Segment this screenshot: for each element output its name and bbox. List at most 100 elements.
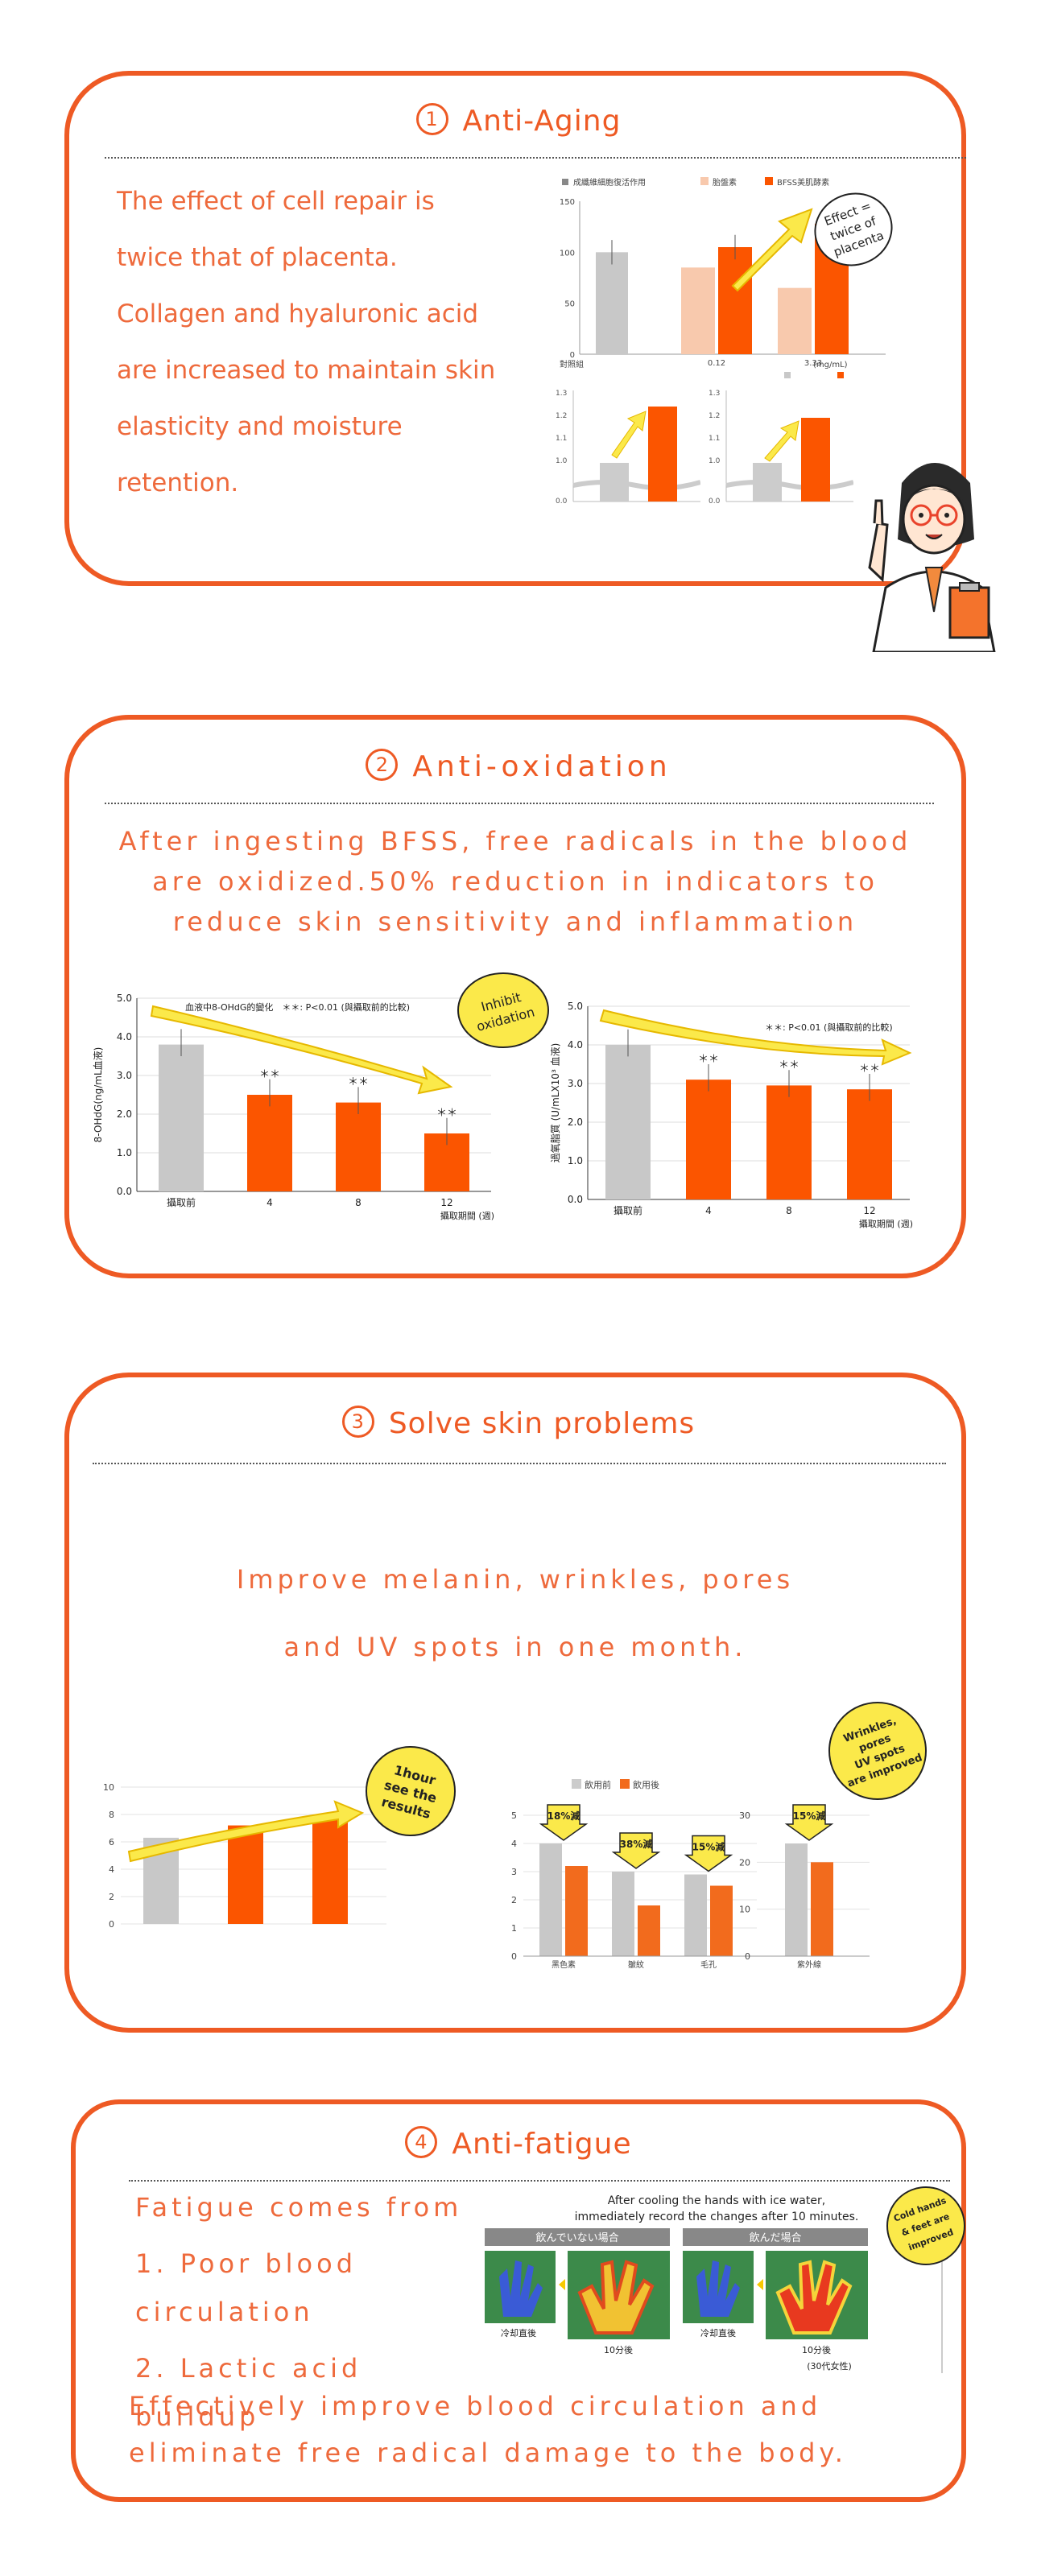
yellow-arrow (731, 208, 813, 292)
reduction-badge (684, 1835, 733, 1872)
text-line: twice that of placenta. (117, 243, 398, 272)
text-line: Effectively improve blood circulation an… (129, 2391, 822, 2421)
y-tick-label: 0.0 (117, 1186, 132, 1197)
y-tick-label: 10 (739, 1905, 750, 1915)
reduction-badge (539, 1804, 589, 1841)
anti-aging-text: The effect of cell repair is twice that … (117, 173, 535, 511)
after-label: 10分後 (604, 2344, 633, 2355)
x-tick-label: 毛孔 (700, 1960, 717, 1970)
bar (312, 1819, 348, 1924)
bar (596, 252, 628, 354)
y-tick-label: 30 (739, 1810, 750, 1821)
y-tick-label: 3.0 (117, 1070, 132, 1081)
y-tick-label: 2 (511, 1895, 517, 1905)
text-line: eliminate free radical damage to the bod… (129, 2438, 847, 2468)
inhibit-callout: Inhibit oxidation (457, 972, 549, 1048)
yellow-arrow (764, 420, 799, 462)
significance-mark: ＊＊ (859, 1063, 880, 1075)
x-tick-label: 紫外線 (797, 1959, 821, 1970)
one-hour-chart: 0 2 4 6 8 10 (103, 1782, 386, 1930)
bar (801, 418, 830, 502)
bar (612, 1872, 634, 1956)
x-tick-label: 8 (355, 1197, 362, 1208)
skin-improvement-chart: 飲用前 飲用後 0 1 2 3 4 5 黑色素 18%減皺紋 38%減毛孔 15%減 (511, 1779, 757, 1970)
text-line: and UV spots in one month. (283, 1632, 747, 1662)
svg-text:0.0: 0.0 (709, 497, 721, 506)
sub-label: (30代女性) (807, 2360, 852, 2372)
reduction-badge (611, 1832, 661, 1869)
section-title-anti-fatigue: 4 Anti-fatigue (0, 2126, 1037, 2161)
svg-text:1.1: 1.1 (709, 435, 720, 443)
svg-text:0.0: 0.0 (556, 497, 568, 506)
svg-text:1.3: 1.3 (556, 390, 567, 398)
anti-oxidation-text: After ingesting BFSS, free radicals in t… (72, 821, 958, 942)
y-tick-label: 2 (109, 1892, 114, 1902)
bar (336, 1102, 381, 1191)
panel-header-left: 飲んでいない場合 (535, 2231, 618, 2244)
x-tick-label: 3.33 (804, 359, 822, 368)
text-line: 2. Lactic acid buildup (135, 2353, 362, 2432)
text-line: Fatigue comes from (135, 2192, 463, 2223)
panel-header (485, 2228, 670, 2246)
yellow-arrow (599, 1009, 912, 1066)
y-tick-label: 10 (103, 1782, 114, 1793)
y-tick-label: 4 (511, 1839, 517, 1849)
svg-text:1.3: 1.3 (709, 390, 720, 398)
legend-before: 飲用前 (585, 1779, 611, 1790)
y-tick-label: 0 (745, 1951, 750, 1962)
reduction-label: 15%減 (793, 1810, 826, 1822)
y-tick-label: 5.0 (117, 993, 132, 1004)
divider (105, 157, 966, 159)
bar (565, 1866, 588, 1956)
x-tick-label: 4 (705, 1205, 712, 1216)
section-title-skin-problems: 3 Solve skin problems (0, 1406, 1037, 1441)
text-line: reduce skin sensitivity and inflammation (172, 906, 858, 937)
bar (681, 267, 715, 354)
yellow-arrow (127, 1800, 365, 1863)
title-text: Anti-oxidation (412, 750, 671, 783)
x-tick-label: 0.12 (708, 359, 725, 368)
callout-bubble (814, 192, 893, 266)
bar (638, 1905, 660, 1956)
y-tick-label: 3.0 (568, 1078, 583, 1089)
bar (847, 1089, 892, 1199)
legend-marker (562, 179, 568, 185)
significance-mark: ＊＊ (436, 1107, 457, 1119)
legend-swatch-placenta (700, 177, 709, 185)
title-text: Anti-fatigue (452, 2128, 632, 2161)
significance-mark: ＊＊ (779, 1059, 799, 1071)
title-text: Solve skin problems (388, 1407, 696, 1440)
anti-fatigue-footer: Effectively improve blood circulation an… (129, 2383, 966, 2476)
y-tick-label: 1 (511, 1923, 517, 1934)
bar (811, 1862, 833, 1956)
legend-swatch-before (572, 1779, 581, 1789)
sub-chart-right: 1.3 1.2 1.1 1.0 0.0 (709, 390, 853, 506)
bar (228, 1825, 263, 1924)
bar (605, 1045, 651, 1199)
text-line: After ingesting BFSS, free radicals in t… (118, 826, 912, 857)
y-tick-label: 5 (511, 1810, 517, 1821)
panel-header (683, 2228, 868, 2246)
number-badge: 2 (366, 749, 399, 781)
bar (539, 1843, 562, 1956)
divider (129, 2180, 950, 2182)
chart-note: 血液中8-OHdG的變化 ＊＊: P<0.01 (與攝取前的比較) (185, 1001, 410, 1013)
y-tick-label: 1.0 (117, 1147, 132, 1158)
x-tick-label: 攝取前 (614, 1204, 642, 1216)
8ohdg-chart: 0.0 1.0 2.0 3.0 4.0 5.0 攝取前 4 ＊＊ 8 ＊＊ 12 ＊＊ 攝取期間 (週) 8… (92, 993, 494, 1221)
y-tick-label: 4.0 (117, 1031, 132, 1042)
text-line: The effect of cell repair is (117, 187, 435, 216)
section-title-anti-oxidation: 2 Anti-oxidation (0, 749, 1037, 784)
after-label: 10分後 (802, 2344, 831, 2355)
scientist-illustration (868, 463, 996, 652)
y-tick-label: 8 (109, 1810, 114, 1820)
divider (105, 803, 934, 804)
y-tick-label: 0 (511, 1951, 517, 1962)
legend-swatch-after (620, 1779, 630, 1789)
skin-problems-text: Improve melanin, wrinkles, pores and UV … (72, 1546, 958, 1681)
y-axis-label: 8-OHdG(ng/mL血液) (92, 1047, 104, 1143)
effect-callout: Effect = twice of placenta (731, 192, 893, 292)
panel-header-right: 飲んだ場合 (749, 2231, 801, 2244)
x-tick-label: 12 (863, 1205, 875, 1216)
legend-marker (784, 372, 791, 378)
